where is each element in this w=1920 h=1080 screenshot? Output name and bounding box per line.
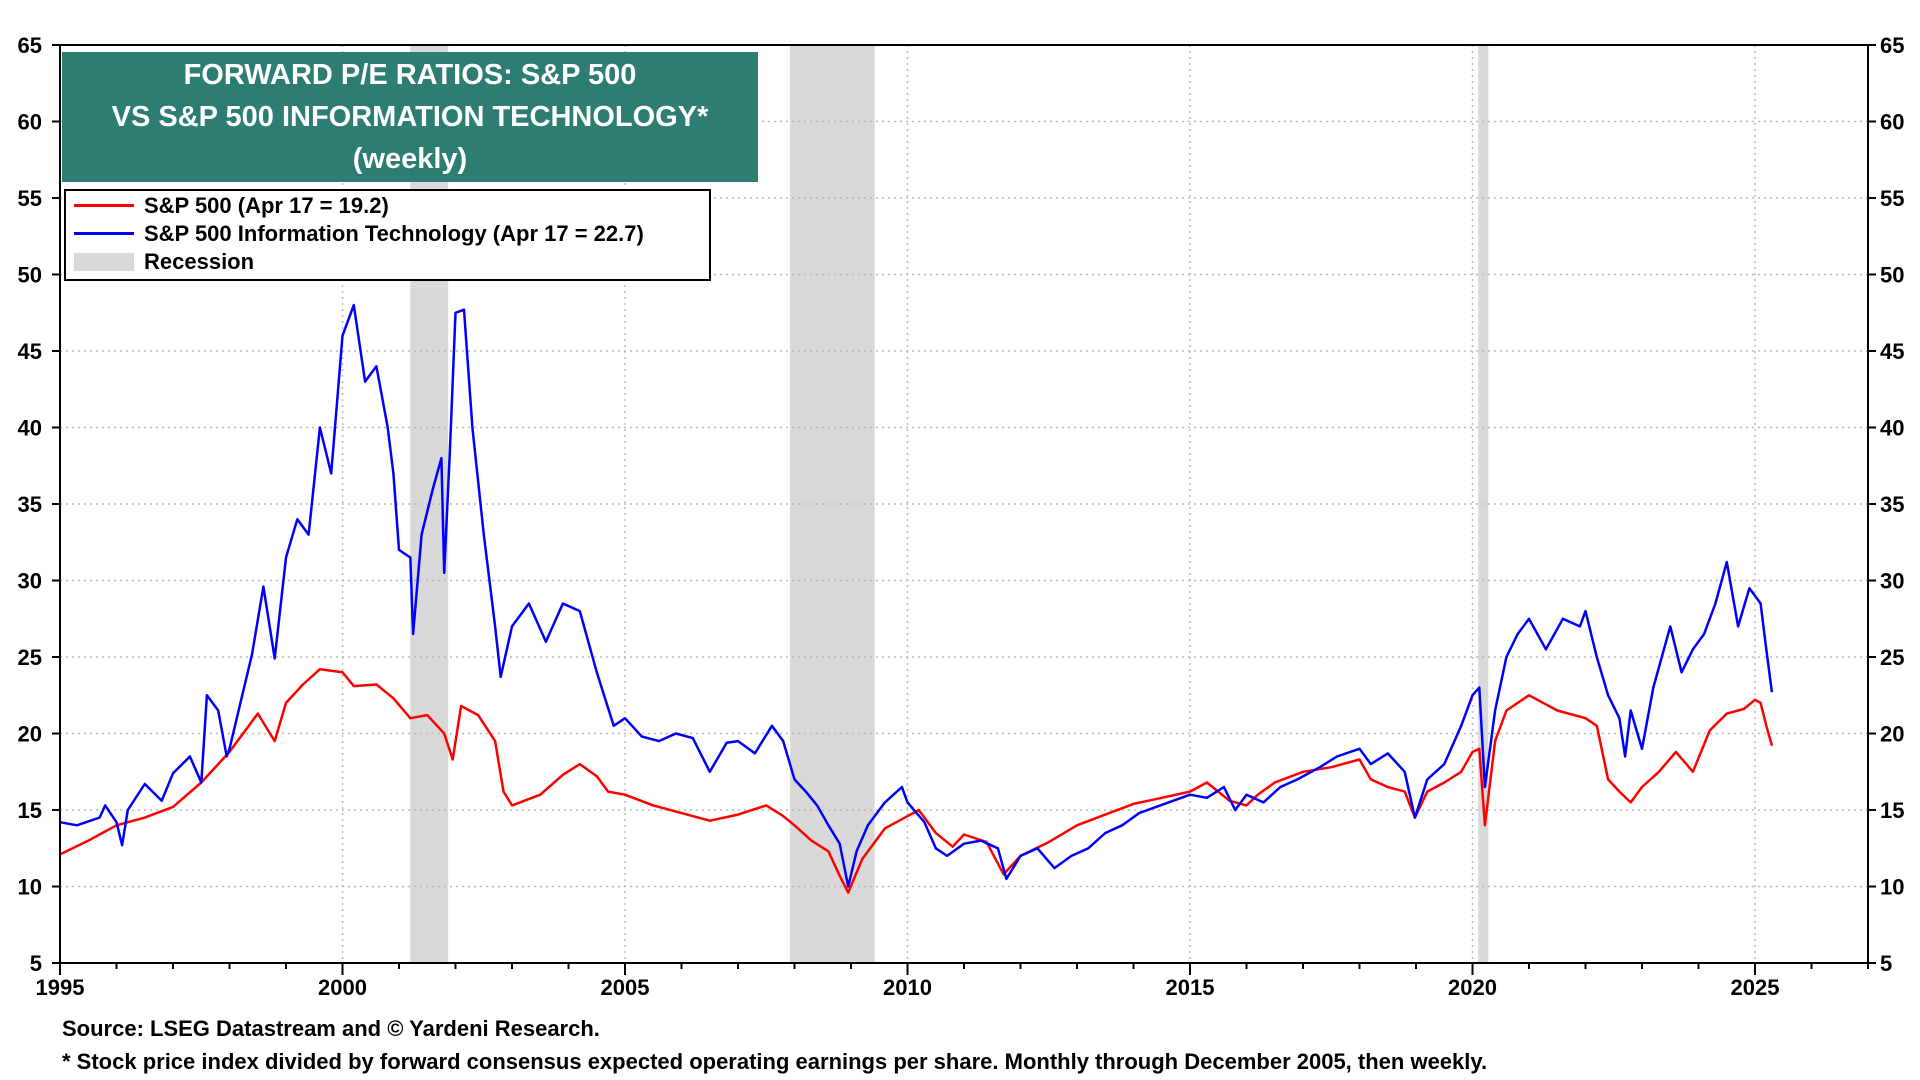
series-line-1 (59, 303, 1774, 888)
chart-title-line-3: (weekly) (352, 143, 468, 175)
y-tick-label-left: 15 (18, 798, 42, 823)
y-tick-label-right: 50 (1880, 263, 1904, 288)
y-tick-label-right: 15 (1880, 798, 1904, 823)
y-tick-label-left: 5 (30, 951, 42, 976)
x-tick-label: 2015 (1166, 975, 1215, 1000)
chart-title-line-1: FORWARD P/E RATIOS: S&P 500 (183, 59, 637, 91)
legend-label-sp500: S&P 500 (Apr 17 = 19.2) (144, 192, 389, 218)
chart-title: FORWARD P/E RATIOS: S&P 500 VS S&P 500 I… (62, 52, 758, 182)
y-tick-label-left: 65 (18, 33, 42, 58)
grid (60, 45, 1868, 963)
chart-title-line-2: VS S&P 500 INFORMATION TECHNOLOGY* (111, 101, 709, 133)
y-tick-label-right: 10 (1880, 875, 1904, 900)
y-tick-label-right: 20 (1880, 722, 1904, 747)
y-tick-label-left: 40 (18, 416, 42, 441)
footnote-source: Source: LSEG Datastream and © Yardeni Re… (62, 1016, 600, 1041)
y-tick-label-left: 50 (18, 263, 42, 288)
y-tick-label-right: 35 (1880, 492, 1904, 517)
y-tick-label-right: 65 (1880, 33, 1904, 58)
x-tick-label: 1995 (36, 975, 85, 1000)
y-tick-label-left: 20 (18, 722, 42, 747)
legend-item-it: S&P 500 Information Technology (Apr 17 =… (66, 220, 709, 247)
y-tick-label-left: 10 (18, 875, 42, 900)
legend-item-recession: Recession (66, 248, 709, 275)
y-tick-label-left: 60 (18, 110, 42, 135)
legend: S&P 500 (Apr 17 = 19.2) S&P 500 Informat… (64, 189, 711, 281)
legend-label-recession: Recession (144, 248, 255, 274)
legend-swatch-recession (74, 252, 134, 271)
y-tick-label-left: 25 (18, 645, 42, 670)
y-tick-label-right: 55 (1880, 186, 1904, 211)
y-tick-label-left: 30 (18, 569, 42, 594)
legend-label-it: S&P 500 Information Technology (Apr 17 =… (144, 220, 644, 246)
footnote-note: * Stock price index divided by forward c… (62, 1049, 1488, 1074)
series-line-0 (59, 667, 1774, 894)
series-lines (59, 303, 1774, 894)
recession-band-1 (789, 45, 875, 963)
x-tick-label: 2010 (883, 975, 932, 1000)
x-tick-label: 2005 (601, 975, 650, 1000)
y-tick-label-right: 25 (1880, 645, 1904, 670)
y-tick-label-right: 5 (1880, 951, 1892, 976)
x-tick-label: 2000 (318, 975, 367, 1000)
y-tick-label-left: 45 (18, 339, 42, 364)
y-tick-label-left: 35 (18, 492, 42, 517)
y-tick-label-right: 40 (1880, 416, 1904, 441)
legend-swatch-blue (74, 232, 134, 235)
y-tick-label-right: 30 (1880, 569, 1904, 594)
x-tick-label: 2025 (1731, 975, 1780, 1000)
legend-swatch-red (74, 204, 134, 207)
y-tick-label-left: 55 (18, 186, 42, 211)
y-tick-label-right: 60 (1880, 110, 1904, 135)
legend-item-sp500: S&P 500 (Apr 17 = 19.2) (66, 192, 709, 219)
x-tick-label: 2020 (1448, 975, 1497, 1000)
y-tick-label-right: 45 (1880, 339, 1904, 364)
